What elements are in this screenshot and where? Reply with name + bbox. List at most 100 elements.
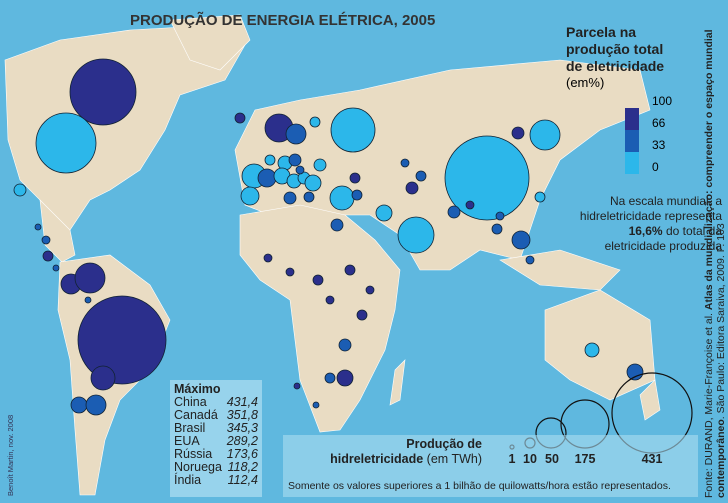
size-legend-bold: hidreletricidade — [330, 452, 424, 466]
hydro-bubble — [293, 382, 301, 390]
hydro-bubble — [324, 372, 336, 384]
tick-66: 66 — [652, 116, 666, 130]
hydro-bubble — [234, 112, 246, 124]
hydro-bubble — [365, 285, 375, 295]
maximum-value: 431,4 — [226, 395, 258, 409]
hydro-bubble — [69, 58, 137, 126]
hydro-bubble — [375, 204, 393, 222]
hydro-bubble — [465, 200, 475, 210]
hydro-bubble — [42, 250, 54, 262]
hydro-bubble — [330, 218, 344, 232]
maximum-row: EUA 289,2 — [174, 435, 258, 448]
maximum-heading: Máximo — [174, 382, 221, 396]
source-pre: Fonte: DURAND, Marie-Françoise et al. — [703, 310, 715, 498]
hydro-bubble — [447, 205, 461, 219]
hydro-bubble — [349, 172, 361, 184]
hydro-bubble — [336, 369, 354, 387]
size-legend-note: Somente os valores superiores a 1 bilhão… — [288, 480, 671, 492]
madagascar — [389, 359, 406, 406]
hydro-bubble — [626, 363, 644, 381]
maximum-value: 351,8 — [226, 408, 258, 422]
hydro-bubble — [303, 191, 315, 203]
maximum-row: Brasil 345,3 — [174, 422, 258, 435]
size-label-1: 1 — [508, 452, 516, 466]
hydro-bubble — [77, 295, 167, 385]
hydro-bubble — [338, 338, 352, 352]
maximum-country: EUA — [174, 434, 200, 448]
hydro-bubble — [285, 123, 307, 145]
land-masses — [4, 14, 661, 496]
tick-33: 33 — [652, 138, 666, 152]
hydro-bubble — [257, 168, 277, 188]
maximum-country: Canadá — [174, 408, 218, 422]
hydro-bubble — [35, 112, 97, 174]
color-scale — [625, 108, 639, 174]
size-legend-line2: hidreletricidade (em TWh) — [330, 452, 482, 466]
hydro-bubble — [397, 216, 435, 254]
share-heading-2: produção total — [566, 41, 664, 57]
hydro-bubble — [34, 223, 42, 231]
size-label-431: 431 — [641, 452, 663, 466]
hydro-bubble — [263, 253, 273, 263]
maximum-row: Canadá 351,8 — [174, 409, 258, 422]
share-legend: Parcela na produção total de eletricidad… — [566, 24, 718, 174]
size-legend: Produção de hidreletricidade (em TWh) 1 … — [283, 435, 698, 497]
hydro-bubble — [400, 158, 410, 168]
maximum-row: Índia 112,4 — [174, 474, 258, 487]
hydro-bubble — [84, 296, 92, 304]
size-legend-unit: (em TWh) — [423, 452, 482, 466]
hydro-bubble — [511, 126, 525, 140]
australia — [544, 289, 656, 401]
greenland — [169, 14, 251, 71]
hydro-bubble — [285, 267, 295, 277]
hydro-bubble — [70, 396, 88, 414]
hydro-bubble — [312, 401, 320, 409]
maximum-value: 112,4 — [227, 473, 258, 487]
hydro-bubble — [329, 185, 355, 211]
share-heading-3: de eletricidade — [566, 58, 665, 74]
hydro-bubble — [52, 264, 60, 272]
maximum-row: Noruega 118,2 — [174, 461, 258, 474]
hydro-bubble — [415, 170, 427, 182]
hydro-bubble — [444, 135, 530, 221]
hydro-bubble — [283, 191, 297, 205]
maximum-table: Máximo China 431,4 Canadá 351,8 Brasil 345,3 E… — [170, 380, 262, 497]
share-unit: (em%) — [566, 75, 605, 90]
maximum-row: Rússia 173,6 — [174, 448, 258, 461]
hydro-bubble — [240, 186, 260, 206]
maximum-value: 345,3 — [226, 421, 258, 435]
cartographer-signature: Benoît Martin, nov. 2008 — [6, 414, 15, 496]
hydro-bubble — [491, 223, 503, 235]
note-post: do total da eletricidade produzida — [604, 224, 722, 253]
hydro-bubble — [356, 309, 368, 321]
hydro-bubble — [264, 154, 276, 166]
scale-high — [625, 108, 639, 130]
maximum-country: Rússia — [174, 447, 213, 461]
hydro-bubble — [534, 191, 546, 203]
hydro-bubble — [288, 153, 302, 167]
hydro-bubble — [344, 264, 356, 276]
hydro-bubble — [41, 235, 51, 245]
maximum-country: Índia — [174, 473, 202, 487]
source-citation: Fonte: DURAND, Marie-Françoise et al. At… — [703, 4, 727, 498]
new-zealand — [639, 379, 661, 421]
hydro-bubble — [529, 119, 561, 151]
hydro-bubble — [304, 174, 322, 192]
size-label-50: 50 — [545, 452, 559, 466]
hydro-bubble — [351, 189, 363, 201]
hydro-bubble — [295, 165, 305, 175]
maximum-value: 118,2 — [227, 460, 258, 474]
maximum-value: 173,6 — [226, 447, 258, 461]
note-value: 16,6% — [628, 224, 663, 238]
hydro-bubble — [90, 365, 116, 391]
maximum-country: China — [174, 395, 207, 409]
world-share-note: Na escala mundial, a hidreletricidade re… — [572, 194, 722, 254]
hydro-bubble — [85, 394, 107, 416]
hydro-bubble — [511, 230, 531, 250]
size-label-10: 10 — [523, 452, 537, 466]
hydro-bubble — [325, 295, 335, 305]
tick-0: 0 — [652, 160, 659, 174]
size-label-175: 175 — [574, 452, 596, 466]
